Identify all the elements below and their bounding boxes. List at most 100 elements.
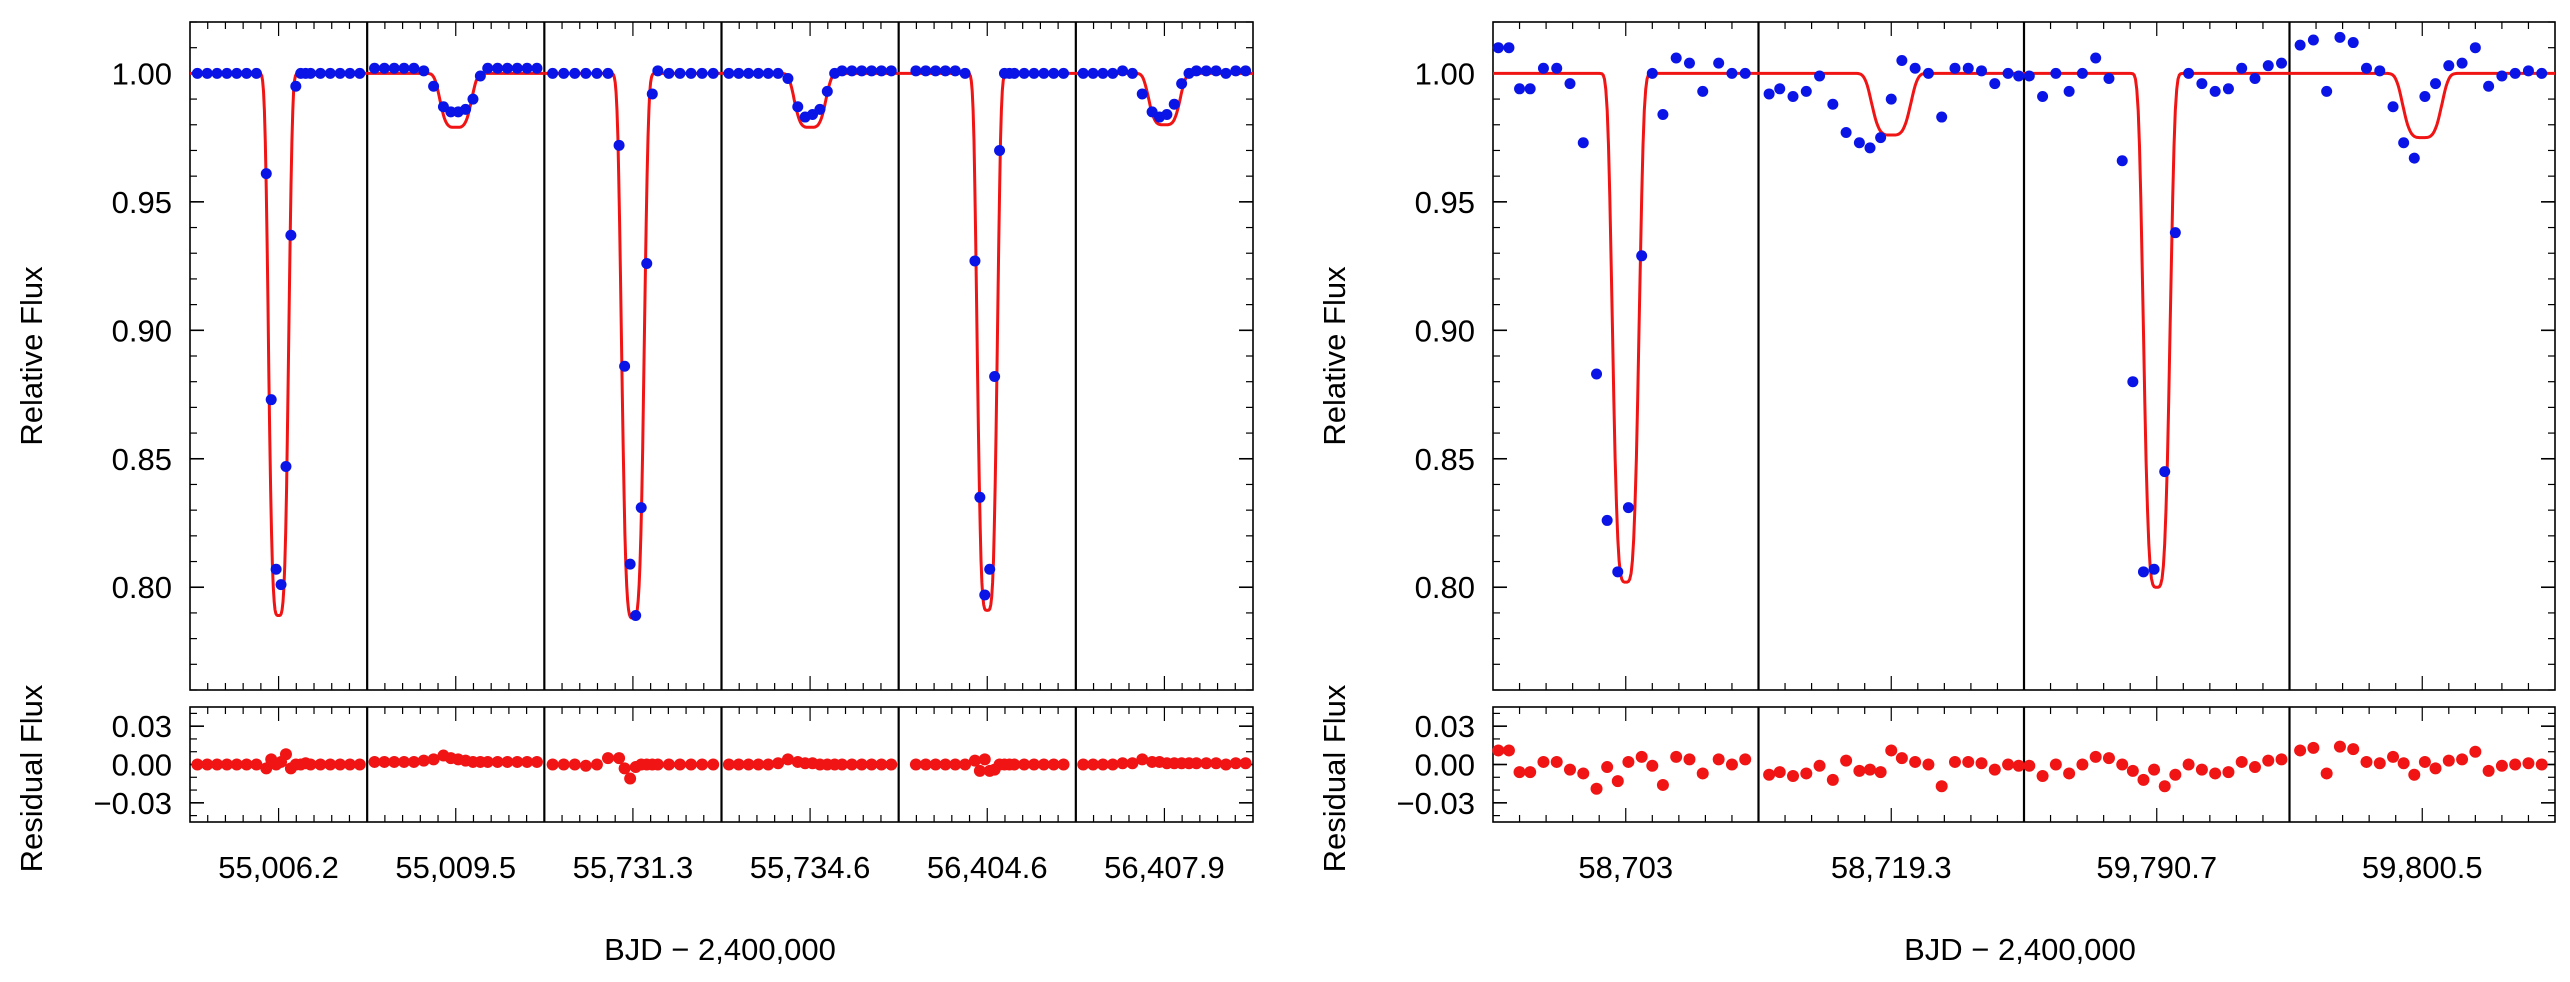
residual-tick-label: 0.00 xyxy=(112,748,172,783)
flux-point xyxy=(2522,65,2534,77)
residual-point xyxy=(334,758,347,771)
flux-point xyxy=(1087,67,1099,79)
residual-point xyxy=(1988,763,2001,776)
residual-point xyxy=(491,755,504,768)
flux-point xyxy=(707,67,719,79)
residual-point xyxy=(2397,757,2410,770)
flux-point xyxy=(2430,78,2442,90)
flux-point xyxy=(1989,78,2001,90)
residual-point xyxy=(279,748,292,761)
residual-point xyxy=(2333,740,2346,753)
residual-point xyxy=(651,758,664,771)
residual-point xyxy=(929,758,942,771)
residual-point xyxy=(1096,758,1109,771)
residual-point xyxy=(968,754,981,767)
residual-point xyxy=(2418,755,2431,768)
residual-point xyxy=(1975,757,1988,770)
x-tick-label: 55,009.5 xyxy=(395,850,516,885)
residual-point xyxy=(220,758,233,771)
residual-point xyxy=(368,755,381,768)
flux-point xyxy=(1097,67,1109,79)
residual-point xyxy=(855,758,868,771)
flux-point xyxy=(378,62,390,74)
residual-point xyxy=(2262,754,2275,767)
residual-point xyxy=(845,758,858,771)
flux-point xyxy=(762,67,774,79)
flux-point xyxy=(2137,566,2149,578)
flux-point xyxy=(1864,142,1876,154)
flux-point xyxy=(1683,57,1695,69)
flux-point xyxy=(354,67,366,79)
flux-point xyxy=(2090,52,2102,64)
flux-point xyxy=(1107,67,1119,79)
flux-point xyxy=(511,62,523,74)
flux-point xyxy=(910,65,922,77)
flux-point xyxy=(885,65,897,77)
flux-point xyxy=(1726,67,1738,79)
residual-point xyxy=(1577,767,1590,780)
x-axis-title-right: BJD − 2,400,000 xyxy=(1904,932,2136,967)
right-light-curve-panel: 0.80 0.85 0.90 0.95 1.00 −0.030.00 0.03 Relativ… xyxy=(1317,21,2556,885)
residual-point xyxy=(353,758,366,771)
residual-point xyxy=(2495,759,2508,772)
flux-point xyxy=(1048,67,1060,79)
residual-point xyxy=(742,758,755,771)
flux-point xyxy=(2321,85,2333,97)
flux-point xyxy=(814,103,826,115)
flux-point xyxy=(241,67,253,79)
flux-point xyxy=(1909,62,1921,74)
flux-point xyxy=(1126,67,1138,79)
x-axis-title-left: BJD − 2,400,000 xyxy=(604,932,836,967)
flux-point xyxy=(1827,98,1839,110)
residual-point xyxy=(1210,757,1223,770)
flux-point xyxy=(875,65,887,77)
flux-point xyxy=(2013,70,2025,82)
residual-point xyxy=(1787,770,1800,782)
flux-point xyxy=(2496,70,2508,82)
residual-point xyxy=(2373,757,2386,770)
residual-point xyxy=(732,758,745,771)
flux-point xyxy=(1537,62,1549,74)
flux-point xyxy=(2456,57,2468,69)
residual-point xyxy=(1800,767,1813,780)
residual-point xyxy=(1935,780,1948,793)
flux-point xyxy=(959,67,971,79)
x-tick-label: 55,731.3 xyxy=(573,850,694,885)
flux-point xyxy=(324,67,336,79)
residual-point xyxy=(613,752,626,765)
x-tick-label: 58,703 xyxy=(1578,850,1673,885)
flux-point xyxy=(398,62,410,74)
residual-point xyxy=(1057,758,1070,771)
residual-point xyxy=(624,772,637,785)
residual-point xyxy=(1813,759,1826,772)
residual-point xyxy=(602,752,615,765)
flux-point xyxy=(201,67,213,79)
flux-point xyxy=(2262,60,2274,72)
residual-point xyxy=(2235,755,2248,768)
residual-point xyxy=(1190,757,1203,770)
residual-point xyxy=(1219,758,1232,771)
y-tick-label: 0.95 xyxy=(1415,185,1475,220)
flux-point xyxy=(191,67,203,79)
flux-point xyxy=(641,258,653,270)
residual-point xyxy=(1229,757,1242,770)
residual-point xyxy=(1018,758,1031,771)
residual-point xyxy=(2137,773,2150,786)
flux-point xyxy=(994,144,1006,156)
flux-point xyxy=(1018,67,1030,79)
flux-point xyxy=(231,67,243,79)
flux-point xyxy=(1161,108,1173,120)
flux-point xyxy=(408,62,420,74)
residual-point xyxy=(417,754,430,767)
flux-point xyxy=(2127,376,2139,388)
flux-point xyxy=(2408,152,2420,164)
flux-point xyxy=(930,65,942,77)
residual-point xyxy=(1885,744,1898,757)
flux-point xyxy=(652,65,664,77)
flux-point xyxy=(821,85,833,97)
flux-point xyxy=(1038,67,1050,79)
flux-point xyxy=(211,67,223,79)
residual-point xyxy=(2320,767,2333,780)
residual-point xyxy=(707,758,720,771)
model-curve xyxy=(544,71,722,620)
